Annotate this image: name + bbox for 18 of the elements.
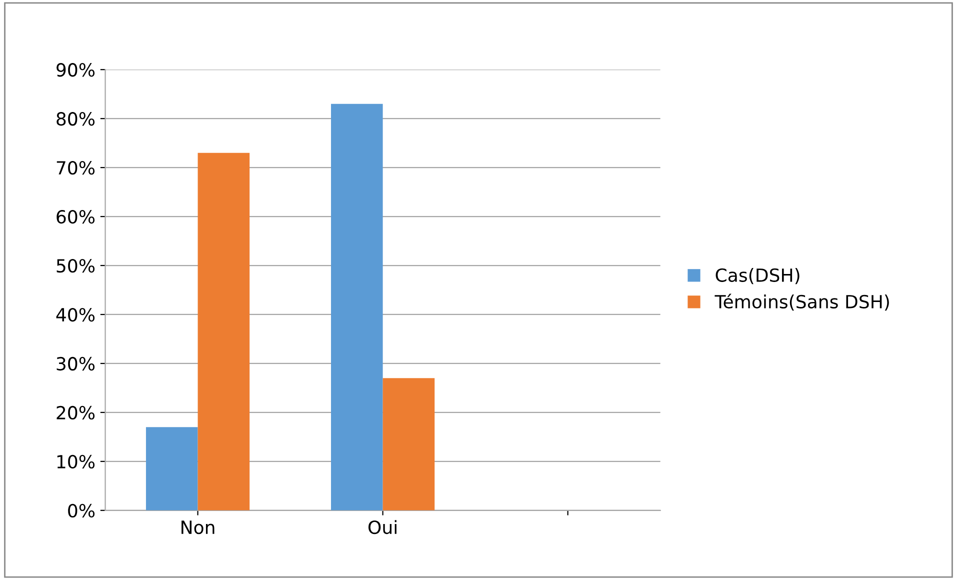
bar	[382, 378, 435, 510]
bar	[198, 152, 250, 510]
y-tick-label: 60%	[56, 210, 95, 224]
y-tick-label: 80%	[56, 112, 95, 126]
y-tick-label: 30%	[56, 356, 95, 371]
x-tick-label: Non	[182, 520, 214, 534]
y-tick-label: 20%	[56, 406, 95, 420]
y-tick-label: 10%	[57, 454, 95, 469]
y-tick-label: 40%	[56, 308, 95, 322]
legend-label: Cas(DSH)	[716, 268, 800, 284]
y-tick-label: 70%	[56, 161, 95, 175]
x-tick-label: Oui	[368, 520, 396, 534]
y-tick-label: 0%	[68, 504, 95, 518]
bar	[146, 427, 198, 510]
legend-label: Témoins(Sans DSH)	[714, 294, 889, 311]
y-tick-label: 90%	[56, 63, 95, 77]
y-tick-label: 50%	[56, 258, 95, 273]
bar	[330, 104, 383, 510]
